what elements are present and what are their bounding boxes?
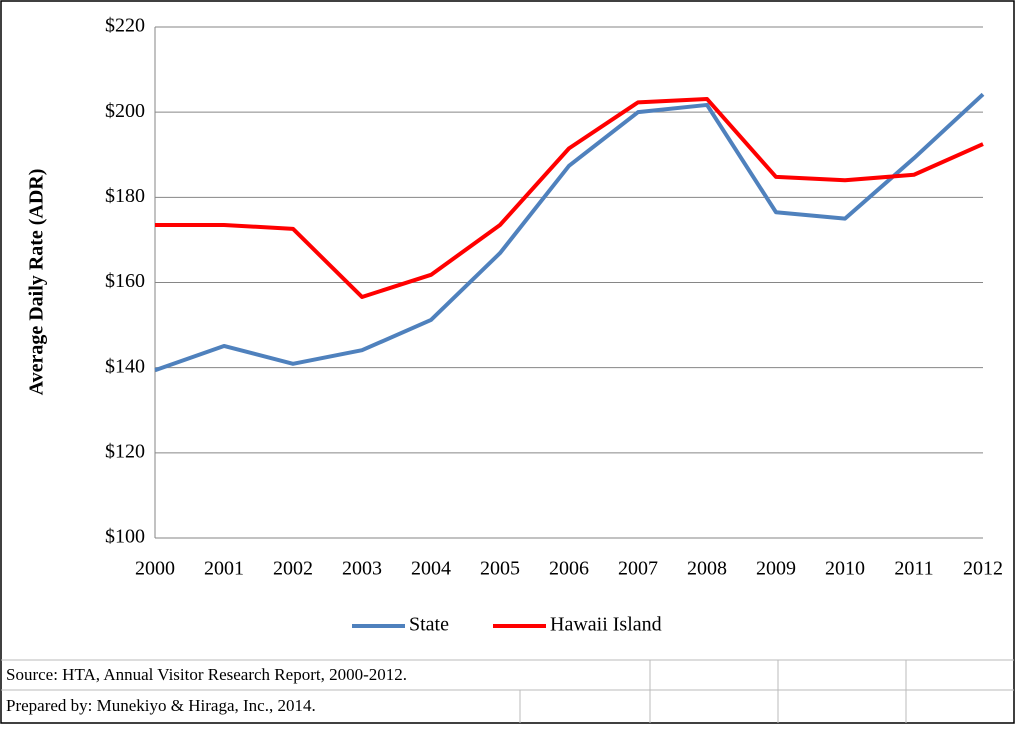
x-tick-label: 2000 (135, 558, 175, 580)
y-axis-label: Average Daily Rate (ADR) (26, 169, 48, 396)
source-note: Source: HTA, Annual Visitor Research Rep… (6, 665, 407, 684)
x-tick-label: 2003 (342, 558, 382, 580)
y-tick-label: $100 (105, 526, 145, 548)
y-tick-label: $220 (105, 15, 145, 37)
x-tick-label: 2002 (273, 558, 313, 580)
line-series (155, 96, 984, 299)
x-tick-label: 2009 (756, 558, 796, 580)
prepared-note: Prepared by: Munekiyo & Hiraga, Inc., 20… (6, 696, 316, 715)
x-tick-label: 2008 (687, 558, 727, 580)
x-tick-label: 2001 (204, 558, 244, 580)
x-tick-label: 2006 (549, 558, 589, 580)
x-tick-label: 2012 (963, 558, 1003, 580)
line-series (154, 92, 985, 373)
y-tick-label: $160 (105, 270, 145, 292)
legend-label: State (409, 614, 449, 636)
x-tick-label: 2004 (411, 558, 451, 580)
y-tick-label: $200 (105, 100, 145, 122)
footer-table (1, 659, 1014, 723)
y-tick-label: $140 (105, 355, 145, 377)
x-tick-label: 2007 (618, 558, 658, 580)
y-tick-label: $120 (105, 440, 145, 462)
x-tick-label: 2011 (894, 558, 933, 580)
x-tick-label: 2010 (825, 558, 865, 580)
x-tick-label: 2005 (480, 558, 520, 580)
legend-label: Hawaii Island (550, 614, 662, 636)
y-tick-label: $180 (105, 185, 145, 207)
